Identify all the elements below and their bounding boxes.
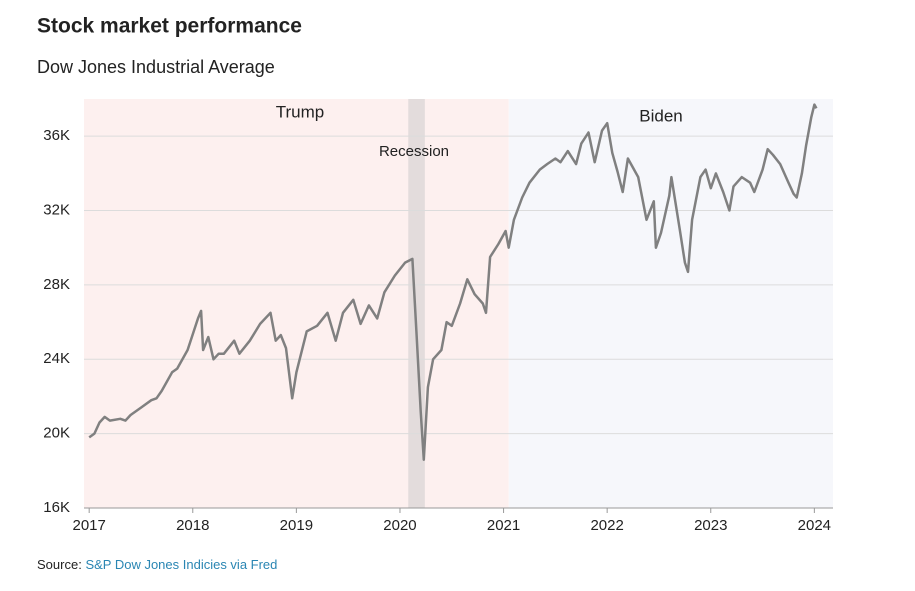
x-tick-label: 2023 [694, 517, 727, 534]
x-tick-label: 2018 [176, 517, 209, 534]
period-band [508, 99, 833, 508]
line-series [88, 103, 818, 461]
chart-subtitle: Dow Jones Industrial Average [37, 57, 275, 77]
period-label: Recession [379, 143, 449, 160]
y-tick-label: 16K [43, 499, 70, 516]
x-tick-label: 2017 [72, 517, 105, 534]
x-tick-label: 2020 [383, 517, 416, 534]
y-tick-label: 20K [43, 425, 70, 442]
source-link[interactable]: S&P Dow Jones Indicies via Fred [85, 557, 277, 572]
chart-title: Stock market performance [37, 15, 302, 38]
y-tick-label: 28K [43, 276, 70, 293]
period-label: Trump [276, 102, 325, 121]
source: Source: S&P Dow Jones Indicies via Fred [37, 557, 277, 572]
source-label: Source: [37, 557, 82, 572]
x-tick-label: 2022 [590, 517, 623, 534]
x-tick-label: 2021 [487, 517, 520, 534]
period-band [84, 99, 509, 508]
x-tick-label: 2019 [280, 517, 313, 534]
y-tick-label: 36K [43, 127, 70, 144]
plot-area: 16K 20K 24K 28K 32K 36K Trump Biden Recession 201… [43, 99, 833, 534]
y-tick-label: 24K [43, 350, 70, 367]
period-label: Biden [639, 106, 682, 125]
y-tick-label: 32K [43, 202, 70, 219]
x-tick-label: 2024 [798, 517, 831, 534]
